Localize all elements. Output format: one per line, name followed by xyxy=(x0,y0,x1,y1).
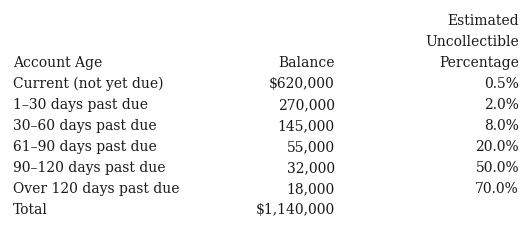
Text: Estimated: Estimated xyxy=(447,14,519,28)
Text: Percentage: Percentage xyxy=(439,56,519,70)
Text: Balance: Balance xyxy=(278,56,335,70)
Text: 90–120 days past due: 90–120 days past due xyxy=(13,160,165,174)
Text: 8.0%: 8.0% xyxy=(484,118,519,132)
Text: 50.0%: 50.0% xyxy=(475,160,519,174)
Text: 20.0%: 20.0% xyxy=(475,139,519,153)
Text: 30–60 days past due: 30–60 days past due xyxy=(13,118,157,132)
Text: 61–90 days past due: 61–90 days past due xyxy=(13,139,157,153)
Text: 1–30 days past due: 1–30 days past due xyxy=(13,98,148,112)
Text: $620,000: $620,000 xyxy=(269,77,335,91)
Text: 2.0%: 2.0% xyxy=(484,98,519,112)
Text: Account Age: Account Age xyxy=(13,56,102,70)
Text: 70.0%: 70.0% xyxy=(475,181,519,195)
Text: 32,000: 32,000 xyxy=(287,160,335,174)
Text: Current (not yet due): Current (not yet due) xyxy=(13,77,164,91)
Text: 55,000: 55,000 xyxy=(287,139,335,153)
Text: 145,000: 145,000 xyxy=(278,118,335,132)
Text: Over 120 days past due: Over 120 days past due xyxy=(13,181,180,195)
Text: 0.5%: 0.5% xyxy=(484,77,519,91)
Text: Uncollectible: Uncollectible xyxy=(425,35,519,49)
Text: $1,140,000: $1,140,000 xyxy=(256,202,335,216)
Text: 270,000: 270,000 xyxy=(278,98,335,112)
Text: Total: Total xyxy=(13,202,48,216)
Text: 18,000: 18,000 xyxy=(286,181,335,195)
